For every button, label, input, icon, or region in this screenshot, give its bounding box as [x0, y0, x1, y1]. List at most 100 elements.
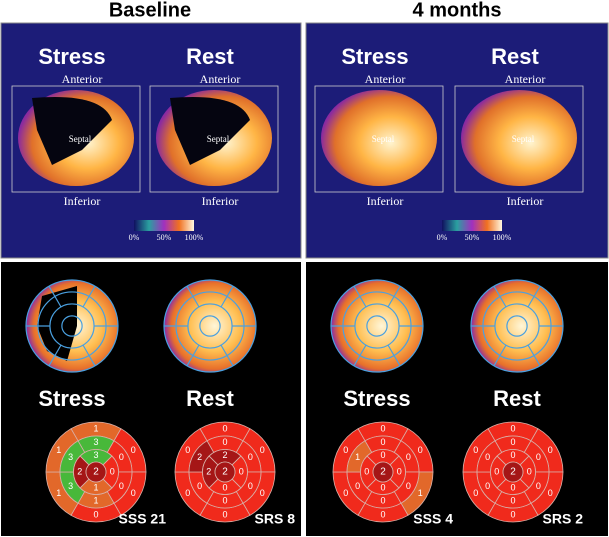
polar-grid [387, 285, 401, 308]
segment-score: 0 [485, 481, 490, 491]
direction-label: Inferior [367, 194, 404, 208]
colorbar-label: 100% [493, 233, 512, 242]
segment-score: 0 [548, 445, 553, 455]
segment-score: 0 [222, 496, 227, 506]
heart-image [461, 90, 577, 186]
polar-grid [353, 285, 367, 308]
segment-score: 0 [93, 509, 98, 519]
polar-grid [199, 315, 221, 337]
segment-score: 0 [260, 445, 265, 455]
direction-label: Anterior [505, 72, 546, 86]
polar-grid [493, 285, 507, 308]
polar-grid [387, 344, 401, 367]
segment-score: 3 [93, 450, 98, 460]
segment-score: 0 [406, 481, 411, 491]
polar-grid [506, 315, 528, 337]
colorbar [134, 220, 194, 231]
segment-score: 0 [248, 481, 253, 491]
map-title: Stress [38, 386, 105, 411]
segment-score: 1 [93, 496, 98, 506]
defect [170, 96, 250, 165]
segment-score: 0 [397, 466, 402, 476]
segment-score: 2 [510, 467, 516, 478]
bounding-box [149, 85, 279, 193]
segment-score: 0 [510, 450, 515, 460]
view-title: Stress [38, 44, 105, 69]
segment-score: 0 [473, 445, 478, 455]
segment-score: 0 [536, 481, 541, 491]
summed-score: SRS 8 [255, 511, 296, 527]
bounding-box [314, 85, 444, 193]
segment-score: 0 [510, 509, 515, 519]
segment-score: 0 [131, 445, 136, 455]
view-title: Stress [341, 44, 408, 69]
heart-image [321, 90, 437, 186]
view-title: Rest [491, 44, 539, 69]
segment-score: 0 [364, 466, 369, 476]
segment [214, 461, 236, 483]
column-header: 4 months [413, 0, 502, 21]
direction-label: Inferior [202, 194, 239, 208]
segment-score: 0 [185, 488, 190, 498]
polar-grid [186, 285, 200, 308]
segment-score: 0 [222, 437, 227, 447]
segment-score: 2 [206, 466, 211, 476]
segment [372, 461, 394, 483]
segment-score: 0 [380, 450, 385, 460]
summed-score: SSS 4 [413, 511, 453, 527]
segment-score: 0 [222, 483, 227, 493]
direction-label: Anterior [200, 72, 241, 86]
polar-grid [220, 344, 234, 367]
map-title: Rest [493, 386, 541, 411]
segment-score: 0 [222, 423, 227, 433]
segment-score: 0 [473, 488, 478, 498]
segment-score: 0 [239, 466, 244, 476]
map-title: Stress [343, 386, 410, 411]
segment-score: 0 [185, 445, 190, 455]
polar-grid [82, 285, 96, 308]
segment-score: 0 [131, 488, 136, 498]
polar-grid [82, 344, 96, 367]
segment [85, 461, 107, 483]
segment-score: 2 [77, 466, 82, 476]
segment-score: 0 [536, 452, 541, 462]
segment-score: 3 [68, 452, 73, 462]
segment-score: 0 [510, 483, 515, 493]
segment-score: 0 [510, 437, 515, 447]
segment-score: 0 [343, 488, 348, 498]
colorbar-label: 0% [129, 233, 140, 242]
colorbar-label: 0% [437, 233, 448, 242]
segment-score: 0 [380, 509, 385, 519]
polar-grid [527, 285, 541, 308]
center-label: Septal [372, 134, 395, 144]
segment-score: 0 [418, 445, 423, 455]
polar-grid [61, 315, 83, 337]
defect [32, 96, 112, 165]
polar-grid [353, 344, 367, 367]
segment-score: 2 [93, 467, 99, 478]
segment-score: 0 [380, 483, 385, 493]
direction-label: Anterior [365, 72, 406, 86]
segment-score: 1 [355, 452, 360, 462]
segment-score: 1 [93, 483, 98, 493]
segment-score: 2 [222, 467, 228, 478]
center-label: Septal [512, 134, 535, 144]
colorbar [442, 220, 502, 231]
segment-score: 2 [222, 450, 227, 460]
center-label: Septal [207, 134, 230, 144]
segment-score: 0 [119, 452, 124, 462]
segment-score: 1 [56, 488, 61, 498]
colorbar-label: 50% [157, 233, 172, 242]
direction-label: Inferior [507, 194, 544, 208]
segment-score: 0 [494, 466, 499, 476]
colorbar-label: 100% [185, 233, 204, 242]
segment-score: 0 [260, 488, 265, 498]
segment-score: 0 [248, 452, 253, 462]
bounding-box [454, 85, 584, 193]
segment-score: 2 [380, 467, 386, 478]
polar-map [331, 280, 423, 372]
polar-grid [220, 285, 234, 308]
segment-score: 0 [343, 445, 348, 455]
polar-map [471, 280, 563, 372]
